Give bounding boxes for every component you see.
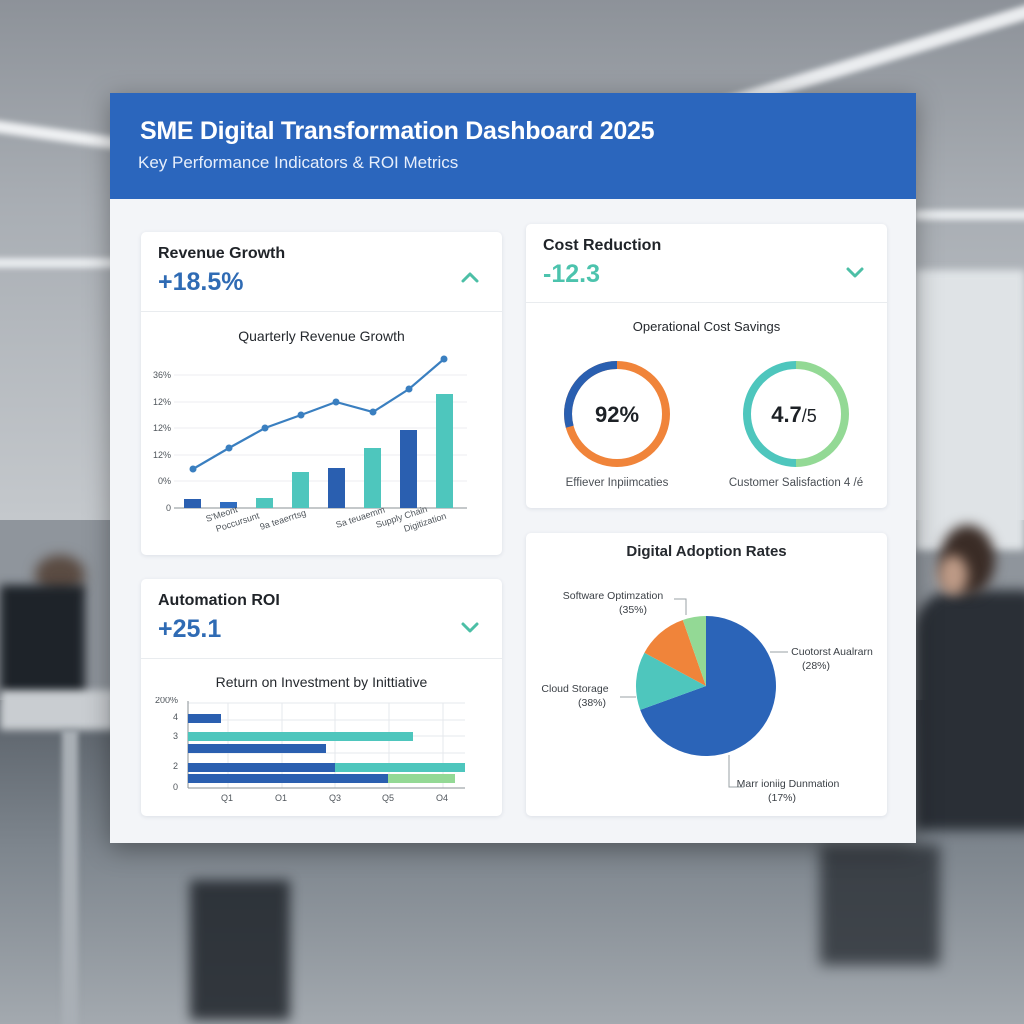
x-tick: O1 xyxy=(275,793,287,803)
bar xyxy=(256,498,273,508)
trend-points xyxy=(189,355,448,473)
gauge-value: 4.7/5 xyxy=(771,402,817,427)
cost-reduction-card[interactable]: Cost Reduction -12.3 Operational Cost Sa… xyxy=(526,224,887,508)
bar-series xyxy=(184,394,453,508)
background-person-right xyxy=(915,590,1024,830)
pie-slice-cloud-storage xyxy=(635,652,706,710)
trend-line xyxy=(192,358,445,470)
pie-slice-customer xyxy=(640,616,776,756)
pie-value: (38%) xyxy=(578,697,606,709)
satisfaction-gauge: 4.7/5 xyxy=(743,361,849,467)
pie-slice-monitoring xyxy=(682,616,706,686)
adoption-pie-chart: Software Optimzation (35%) Cuotorst Aual… xyxy=(541,590,873,804)
office-chair xyxy=(820,845,940,965)
digital-adoption-card[interactable]: Digital Adoption Rates Software Optimza xyxy=(526,533,887,816)
bar xyxy=(220,502,237,508)
page-title: SME Digital Transformation Dashboard 202… xyxy=(140,117,655,145)
desk-leg xyxy=(62,730,78,1024)
automation-roi-card[interactable]: Automation ROI +25.1 Return on Investmen… xyxy=(141,579,502,816)
kpi-value: -12.3 xyxy=(543,260,600,288)
x-tick: 9a teaerrtsg xyxy=(259,508,308,532)
x-tick: Q1 xyxy=(221,793,233,803)
dashboard-header: SME Digital Transformation Dashboard 202… xyxy=(110,93,916,199)
page-subtitle: Key Performance Indicators & ROI Metrics xyxy=(138,153,459,172)
revenue-combo-chart: 36% 12% 12% 12% 0% 0 xyxy=(153,355,467,534)
y-tick: 12% xyxy=(153,423,171,433)
card-header: Cost Reduction -12.3 xyxy=(526,224,887,303)
kpi-value: +18.5% xyxy=(158,268,244,296)
ceiling-light xyxy=(0,258,120,268)
gauge-charts: 92% 4.7/5 xyxy=(564,361,849,467)
pie-label: Marr ioniig Dunmation xyxy=(737,778,840,790)
y-tick: 2 xyxy=(173,761,178,771)
chevron-down-icon[interactable] xyxy=(460,621,480,635)
y-tick: 0 xyxy=(173,782,178,792)
efficiency-gauge: 92% xyxy=(564,361,670,467)
roi-horizontal-bar-chart: 200% 4 3 2 0 Q1 O1 Q3 Q5 O4 xyxy=(155,697,465,803)
card-label: Automation ROI xyxy=(158,592,280,609)
card-header: Revenue Growth +18.5% xyxy=(141,232,502,312)
y-tick: 12% xyxy=(153,397,171,407)
chart-title: Return on Investment by Inittiative xyxy=(215,674,428,690)
background-person-face xyxy=(938,555,968,595)
x-tick: Q5 xyxy=(382,793,394,803)
chart-title: Quarterly Revenue Growth xyxy=(238,328,405,344)
dashboard-panel: SME Digital Transformation Dashboard 202… xyxy=(110,93,916,843)
roi-bar xyxy=(188,714,221,723)
pie-value: (17%) xyxy=(768,792,796,804)
x-tick: Q3 xyxy=(329,793,341,803)
y-tick: 200% xyxy=(155,697,178,705)
roi-bar xyxy=(335,763,465,772)
card-label: Cost Reduction xyxy=(543,237,662,254)
gauge-label: Effiever Inpiimcaties xyxy=(565,477,669,489)
revenue-growth-card[interactable]: Revenue Growth +18.5% Quarterly Revenue … xyxy=(141,232,502,555)
pie-label: Software Optimzation xyxy=(563,590,664,602)
card-header: Automation ROI +25.1 xyxy=(141,579,502,659)
pie-label: Cuotorst Aualrarn xyxy=(791,646,873,658)
roi-bar xyxy=(388,774,455,783)
y-tick: 12% xyxy=(153,450,171,460)
pie-slice-software xyxy=(644,620,706,686)
chevron-up-icon[interactable] xyxy=(460,270,480,284)
roi-bar xyxy=(188,744,326,753)
bar xyxy=(292,472,309,508)
card-label: Revenue Growth xyxy=(158,245,286,262)
x-tick: O4 xyxy=(436,793,448,803)
y-tick: 0 xyxy=(166,503,171,513)
chart-title: Digital Adoption Rates xyxy=(626,543,787,560)
roi-bar xyxy=(188,774,388,783)
bar xyxy=(328,468,345,508)
chart-title: Operational Cost Savings xyxy=(632,319,781,334)
window xyxy=(915,270,1024,550)
y-tick: 36% xyxy=(153,370,171,380)
gauge-value: 92% xyxy=(595,402,639,427)
kpi-value: +25.1 xyxy=(158,615,222,643)
bar xyxy=(184,499,201,508)
pie-label: Cloud Storage xyxy=(541,683,608,695)
office-chair xyxy=(190,880,290,1020)
y-tick: 4 xyxy=(173,712,178,722)
roi-bar xyxy=(188,732,413,741)
y-tick: 3 xyxy=(173,731,178,741)
y-tick: 0% xyxy=(158,476,171,486)
pie-value: (28%) xyxy=(802,660,830,672)
background-desk xyxy=(0,690,115,730)
chevron-down-icon[interactable] xyxy=(845,266,865,280)
bar xyxy=(364,448,381,508)
bar xyxy=(436,394,453,508)
background-monitor xyxy=(0,585,85,700)
ceiling-light xyxy=(915,210,1024,220)
roi-bar xyxy=(188,763,335,772)
gauge-label: Customer Salisfaction 4 /é xyxy=(728,477,864,489)
pie-value: (35%) xyxy=(619,604,647,616)
bar xyxy=(400,430,417,508)
